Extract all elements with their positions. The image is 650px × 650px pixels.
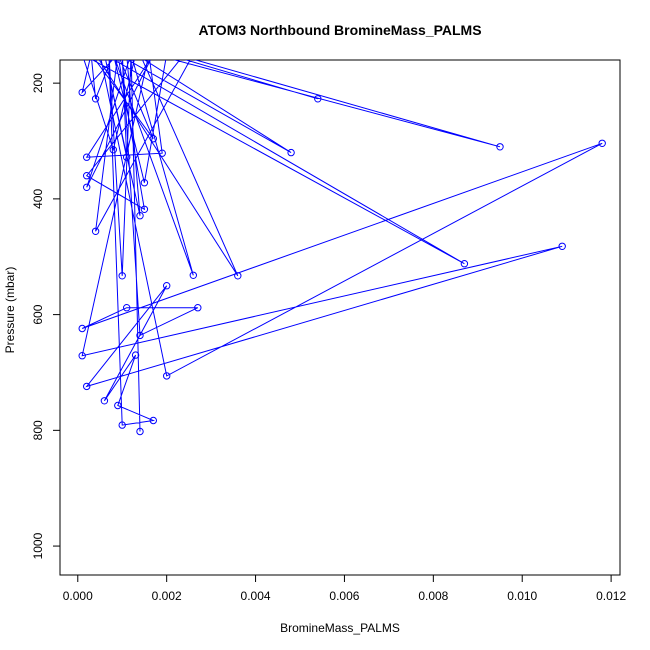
data-point: [558, 242, 566, 251]
data-point: [115, 51, 121, 57]
data-point: [131, 351, 140, 359]
data-point: [314, 95, 322, 103]
data-point: [124, 51, 130, 57]
data-point: [496, 143, 504, 151]
data-point: [136, 331, 144, 340]
data-point: [163, 282, 171, 290]
data-point: [150, 51, 156, 57]
x-tick-label: 0.010: [507, 589, 537, 603]
data-point: [128, 51, 134, 57]
y-ticks: 200 400 600 800 1000: [31, 73, 60, 559]
y-tick-label: 400: [31, 189, 45, 209]
data-point: [172, 51, 178, 57]
data-point: [88, 51, 94, 57]
chart-title: ATOM3 Northbound BromineMass_PALMS: [198, 22, 481, 38]
x-tick-label: 0.008: [418, 589, 448, 603]
data-point: [119, 51, 125, 57]
data-point: [128, 51, 134, 57]
x-tick-label: 0.000: [63, 589, 93, 603]
data-point: [149, 416, 158, 425]
data-point: [97, 51, 103, 57]
data-point: [101, 51, 107, 57]
y-tick-label: 800: [31, 420, 45, 440]
data-point: [78, 352, 86, 360]
data-point: [109, 146, 118, 154]
x-ticks: 0.000 0.002 0.004 0.006 0.008 0.010 0.012: [63, 575, 626, 603]
data-point: [118, 421, 126, 429]
data-point: [146, 51, 152, 57]
data-point: [164, 51, 170, 57]
data-point: [101, 51, 107, 57]
data-point: [91, 95, 100, 103]
x-axis: 0.000 0.002 0.004 0.006 0.008 0.010 0.012: [63, 574, 626, 603]
data-point: [92, 51, 98, 57]
data-point: [128, 51, 134, 57]
x-axis-label: BromineMass_PALMS: [280, 621, 400, 635]
data-point: [460, 260, 469, 268]
data-point: [83, 382, 91, 391]
data-point: [115, 51, 121, 57]
data-point: [234, 272, 242, 280]
data-point: [132, 51, 138, 57]
y-tick-label: 1000: [31, 532, 45, 559]
data-point: [140, 205, 149, 214]
data-point: [287, 148, 295, 157]
data-point: [123, 304, 131, 312]
x-tick-label: 0.002: [152, 589, 182, 603]
data-point: [101, 51, 107, 57]
data-point: [78, 88, 86, 97]
series-line: [81, 60, 603, 432]
data-point: [140, 179, 149, 187]
data-point: [106, 51, 112, 57]
y-axis: 200 400 600 800 1000: [31, 73, 61, 559]
plot-frame: [59, 59, 621, 576]
y-tick-label: 200: [31, 73, 45, 93]
data-point: [110, 51, 116, 57]
data-point: [146, 51, 152, 57]
data-point: [118, 272, 126, 280]
data-point: [123, 153, 131, 161]
data-point: [279, 51, 285, 57]
y-tick-label: 600: [31, 304, 45, 324]
series-layer: [78, 51, 606, 436]
data-point: [136, 427, 144, 436]
data-point: [79, 51, 85, 57]
data-point: [150, 51, 156, 57]
data-point: [115, 51, 121, 57]
data-point: [100, 397, 109, 405]
data-point: [115, 51, 121, 57]
data-point: [158, 149, 166, 157]
data-point: [91, 227, 100, 236]
data-point: [172, 51, 178, 57]
data-point: [88, 51, 94, 57]
x-tick-label: 0.012: [596, 589, 626, 603]
y-axis-label: Pressure (mbar): [3, 267, 17, 354]
data-point: [137, 51, 143, 57]
data-point: [110, 51, 116, 57]
x-tick-label: 0.006: [329, 589, 359, 603]
data-point: [181, 51, 187, 57]
data-point: [189, 271, 198, 279]
data-point: [114, 401, 122, 410]
data-point: [149, 135, 158, 143]
data-point: [190, 51, 196, 57]
data-point: [115, 51, 121, 57]
data-point: [119, 51, 125, 57]
data-point: [124, 51, 130, 57]
data-point: [150, 51, 156, 57]
data-point: [88, 51, 94, 57]
data-point: [136, 212, 144, 220]
data-point: [164, 51, 170, 57]
data-point: [88, 51, 94, 57]
data-point: [78, 324, 86, 333]
data-point: [83, 183, 91, 192]
data-point: [83, 172, 91, 180]
data-point: [194, 304, 202, 312]
data-point: [598, 139, 606, 148]
x-tick-label: 0.004: [241, 589, 271, 603]
data-point: [83, 153, 91, 161]
data-point: [163, 372, 171, 380]
plot-area: [59, 51, 621, 576]
